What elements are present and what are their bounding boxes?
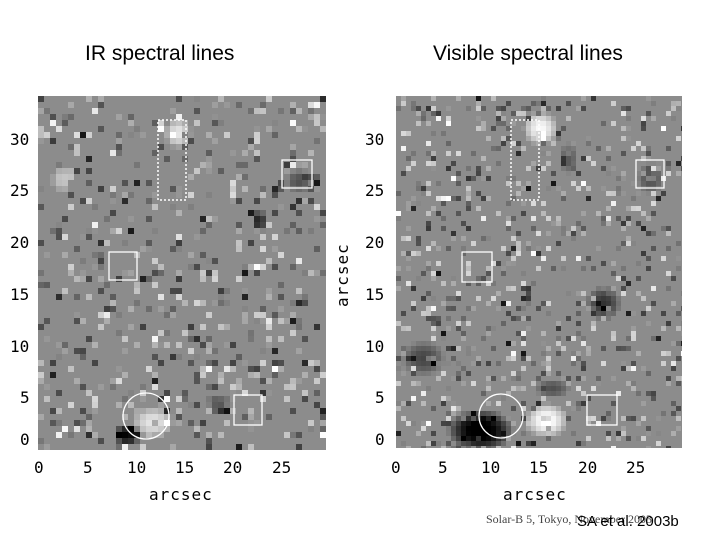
citation-credit: SA et al. 2003b [577, 513, 679, 530]
ir-y-tick: 10 [10, 337, 30, 356]
visible-x-axis-label: arcsec [503, 485, 567, 504]
ir-y-tick: 0 [20, 430, 30, 449]
ir-x-tick: 5 [83, 458, 93, 477]
ir-y-tick: 20 [10, 233, 30, 252]
ir-y-tick: 25 [10, 181, 30, 200]
visible-y-tick: 25 [365, 181, 385, 200]
visible-x-tick: 20 [578, 458, 598, 477]
visible-magnetogram-map [396, 96, 682, 448]
visible-x-tick: 15 [529, 458, 549, 477]
conference-footer: Solar-B 5, Tokyo, November 2003 [486, 512, 653, 526]
visible-dotted-box [510, 119, 540, 201]
visible-x-tick: 5 [438, 458, 448, 477]
visible-y-tick: 20 [365, 233, 385, 252]
visible-y-tick: 15 [365, 285, 385, 304]
visible-box-left [461, 251, 493, 283]
ir-box-upper-right [281, 159, 313, 189]
visible-x-tick: 10 [481, 458, 501, 477]
visible-x-tick: 0 [391, 458, 401, 477]
ir-circle [122, 392, 170, 440]
ir-dotted-box [157, 119, 187, 201]
ir-x-tick: 20 [223, 458, 243, 477]
ir-panel-title: IR spectral lines [85, 42, 235, 65]
visible-x-tick: 25 [626, 458, 646, 477]
visible-panel-title: Visible spectral lines [433, 42, 623, 65]
ir-x-axis-label: arcsec [149, 485, 213, 504]
visible-y-tick: 0 [375, 430, 385, 449]
ir-magnetogram-map [38, 96, 326, 450]
visible-y-tick: 5 [375, 388, 385, 407]
ir-overlays [108, 119, 313, 440]
visible-overlays [461, 119, 665, 439]
ir-x-tick: 25 [272, 458, 292, 477]
ir-y-tick: 5 [20, 388, 30, 407]
ir-box-lower-right [233, 394, 263, 426]
visible-y-tick: 30 [365, 130, 385, 149]
ir-box-left [108, 251, 138, 281]
visible-box-upper-right [635, 159, 665, 189]
ir-y-tick: 30 [10, 130, 30, 149]
ir-y-tick: 15 [10, 285, 30, 304]
y-axis-label: arcsec [333, 243, 352, 307]
visible-y-tick: 10 [365, 337, 385, 356]
visible-box-lower-right [586, 394, 618, 426]
ir-x-tick: 10 [127, 458, 147, 477]
visible-circle [478, 393, 524, 439]
ir-x-tick: 15 [175, 458, 195, 477]
ir-x-tick: 0 [34, 458, 44, 477]
